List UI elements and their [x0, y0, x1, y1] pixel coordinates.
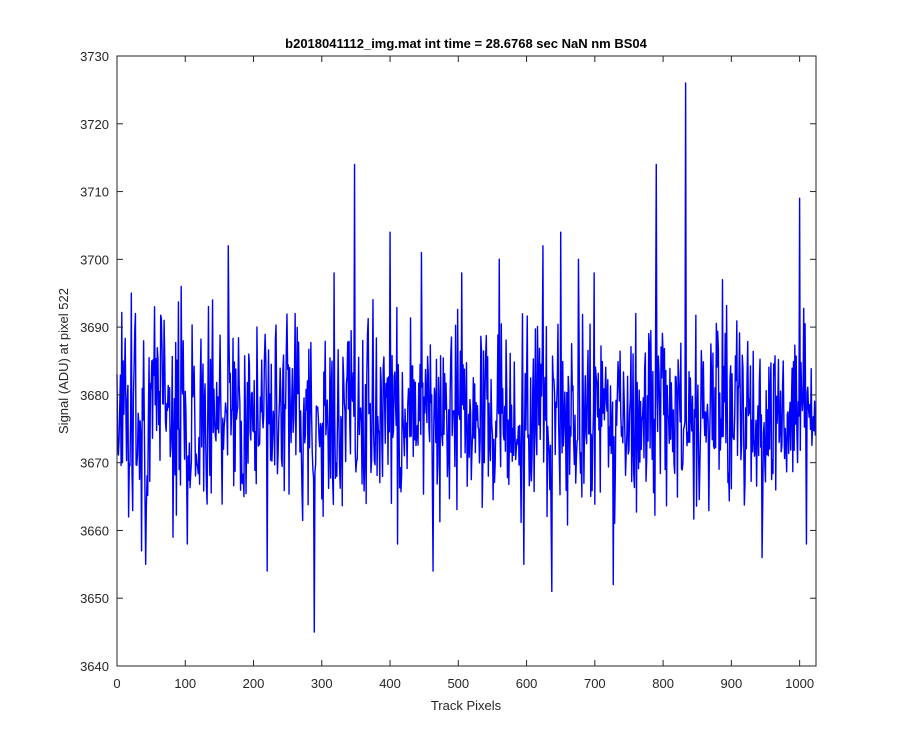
y-tick-label: 3670: [80, 456, 109, 471]
y-tick-label: 3730: [80, 49, 109, 64]
y-tick-label: 3690: [80, 320, 109, 335]
x-tick-label: 400: [379, 676, 401, 691]
x-axis-label: Track Pixels: [431, 698, 502, 713]
y-tick-label: 3710: [80, 185, 109, 200]
x-tick-label: 200: [243, 676, 265, 691]
x-tick-label: 800: [652, 676, 674, 691]
x-tick-label: 300: [311, 676, 333, 691]
x-tick-label: 700: [584, 676, 606, 691]
axes-box: [116, 55, 817, 667]
x-tick-label: 100: [174, 676, 196, 691]
x-axis-ticks: 0 100 200 300 400 500 600 700 800 900 1000: [113, 56, 814, 691]
y-tick-label: 3640: [80, 659, 109, 674]
y-tick-label: 3700: [80, 252, 109, 267]
x-tick-label: 900: [721, 676, 743, 691]
x-tick-label: 0: [113, 676, 120, 691]
chart-title: b2018041112_img.mat int time = 28.6768 s…: [285, 36, 647, 51]
series-layer: [116, 82, 817, 633]
y-axis-label: Signal (ADU) at pixel 522: [56, 288, 71, 434]
x-tick-label: 500: [447, 676, 469, 691]
y-tick-label: 3650: [80, 591, 109, 606]
x-tick-label: 1000: [785, 676, 814, 691]
series-line: [116, 82, 817, 633]
y-tick-label: 3660: [80, 523, 109, 538]
y-tick-label: 3680: [80, 388, 109, 403]
y-axis-ticks: 3640 3650 3660 3670 3680 3690 3700 3710 3720 3730: [80, 49, 816, 674]
y-tick-label: 3720: [80, 117, 109, 132]
x-tick-label: 600: [516, 676, 538, 691]
axes-layer: [116, 55, 817, 667]
